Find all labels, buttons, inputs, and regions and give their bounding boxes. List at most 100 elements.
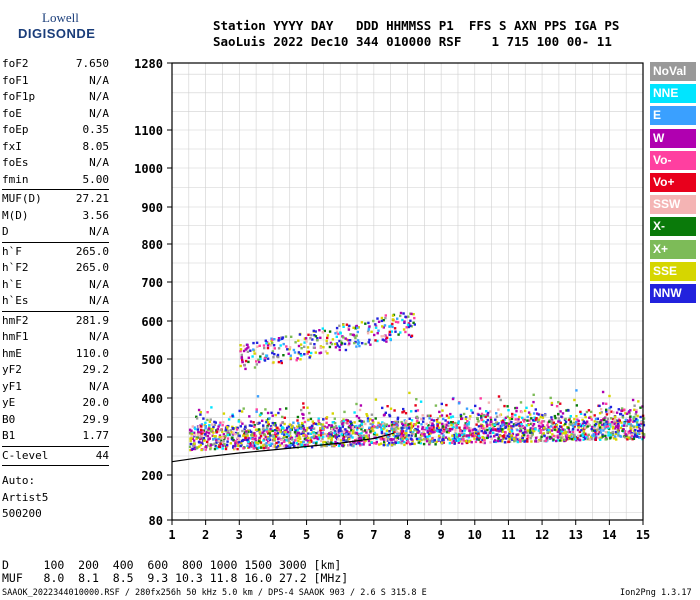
echo-point bbox=[337, 431, 340, 434]
echo-point bbox=[306, 443, 309, 446]
echo-point bbox=[261, 352, 265, 355]
echo-point bbox=[322, 426, 326, 430]
x-tick-label: 12 bbox=[535, 528, 549, 542]
echo-point bbox=[633, 404, 636, 407]
echo-point bbox=[499, 429, 502, 432]
echo-point bbox=[587, 409, 591, 412]
echo-point bbox=[249, 420, 253, 423]
echo-point bbox=[630, 432, 633, 435]
echo-point bbox=[206, 411, 209, 414]
echo-point bbox=[287, 439, 290, 442]
echo-point bbox=[197, 430, 200, 434]
x-tick-label: 7 bbox=[370, 528, 377, 542]
echo-point bbox=[605, 410, 608, 413]
echo-point bbox=[534, 408, 537, 411]
legend-sse-item: SSE bbox=[650, 261, 696, 281]
echo-point bbox=[198, 445, 201, 448]
x-tick-label: 5 bbox=[303, 528, 310, 542]
echo-point bbox=[519, 401, 523, 404]
param-hmf2: hmF2 281.9 bbox=[2, 313, 109, 329]
echo-point bbox=[283, 416, 286, 419]
echo-point bbox=[294, 429, 297, 432]
param-he: h`E N/A bbox=[2, 277, 109, 293]
echo-point bbox=[465, 407, 469, 410]
echo-point bbox=[443, 423, 446, 426]
echo-point bbox=[414, 423, 417, 426]
echo-point bbox=[280, 336, 283, 339]
x-tick-label: 15 bbox=[636, 528, 650, 542]
echo-point bbox=[473, 431, 476, 435]
echo-point bbox=[329, 433, 333, 437]
echo-point bbox=[451, 421, 454, 424]
echo-point bbox=[450, 421, 453, 424]
echo-point bbox=[393, 327, 397, 330]
echo-point bbox=[504, 437, 508, 440]
echo-point bbox=[451, 437, 455, 441]
echo-point bbox=[314, 422, 318, 426]
echo-point bbox=[451, 426, 454, 430]
echo-point bbox=[487, 401, 491, 404]
echo-point bbox=[495, 412, 498, 415]
echo-point bbox=[340, 442, 343, 445]
echo-point bbox=[391, 318, 395, 321]
echo-point bbox=[369, 343, 372, 346]
echo-point bbox=[611, 427, 615, 430]
echo-point bbox=[258, 344, 261, 347]
echo-point bbox=[574, 423, 577, 426]
echo-point bbox=[240, 353, 243, 357]
echo-point bbox=[364, 422, 367, 426]
echo-point bbox=[303, 433, 307, 437]
echo-point bbox=[373, 425, 376, 428]
echo-point bbox=[290, 335, 293, 338]
echo-point bbox=[315, 436, 318, 439]
param-clevel-value: 44 bbox=[95, 448, 109, 462]
echo-point bbox=[498, 414, 502, 417]
echo-point bbox=[518, 415, 521, 419]
echo-point bbox=[303, 429, 307, 432]
param-md: M(D) 3.56 bbox=[2, 208, 109, 224]
echo-point bbox=[568, 430, 572, 434]
echo-point bbox=[302, 417, 305, 420]
echo-point bbox=[274, 429, 277, 432]
echo-point bbox=[587, 433, 590, 436]
echo-point bbox=[631, 398, 635, 402]
echo-point bbox=[270, 411, 273, 414]
echo-point bbox=[619, 426, 623, 430]
echo-point bbox=[489, 420, 492, 423]
echo-point bbox=[300, 421, 304, 425]
echo-point bbox=[440, 422, 444, 426]
echo-point bbox=[427, 433, 431, 436]
echo-point bbox=[417, 421, 420, 424]
echo-point bbox=[348, 342, 351, 345]
echo-point bbox=[335, 426, 338, 430]
echo-point bbox=[381, 421, 384, 424]
echo-point bbox=[440, 432, 443, 435]
echo-point bbox=[561, 436, 565, 439]
echo-point bbox=[342, 323, 345, 326]
x-tick-label: 10 bbox=[468, 528, 482, 542]
echo-point bbox=[295, 437, 298, 440]
echo-point bbox=[335, 326, 339, 330]
echo-point bbox=[527, 423, 530, 427]
echo-point bbox=[271, 350, 275, 353]
echo-point bbox=[412, 321, 415, 324]
echo-point bbox=[253, 434, 256, 437]
echo-point bbox=[506, 415, 509, 418]
echo-point bbox=[638, 427, 642, 431]
echo-point bbox=[344, 428, 347, 431]
echo-point bbox=[384, 316, 387, 320]
echo-point bbox=[599, 408, 603, 411]
echo-point bbox=[208, 424, 211, 427]
echo-point bbox=[531, 431, 534, 434]
echo-point bbox=[202, 437, 205, 440]
echo-point bbox=[497, 437, 500, 440]
ionogram-chart: 1 2 3 4 5 6 7 8 9 10 11 12 13 14 158020030040050060070… bbox=[134, 57, 650, 542]
echo-point bbox=[325, 421, 328, 424]
echo-point bbox=[349, 333, 352, 336]
echo-point bbox=[404, 330, 407, 334]
echo-point bbox=[621, 428, 625, 431]
echo-point bbox=[345, 418, 348, 422]
echo-point bbox=[636, 414, 639, 418]
echo-point bbox=[373, 333, 376, 337]
echo-point bbox=[263, 443, 266, 446]
